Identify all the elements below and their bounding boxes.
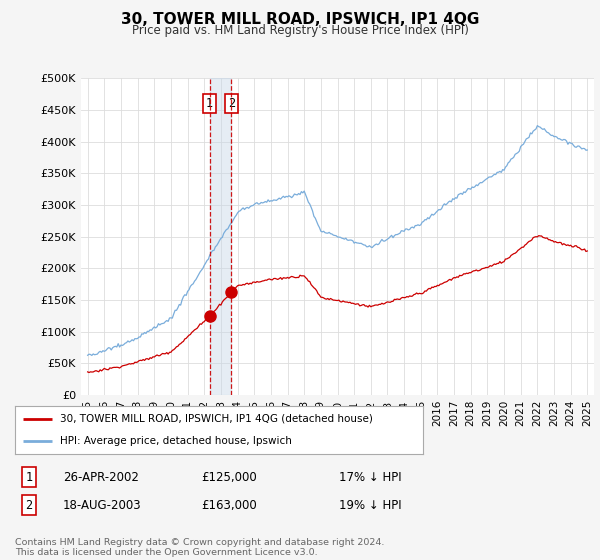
Text: 18-AUG-2003: 18-AUG-2003: [63, 498, 142, 512]
Text: £125,000: £125,000: [201, 470, 257, 484]
Text: 19% ↓ HPI: 19% ↓ HPI: [339, 498, 401, 512]
Text: 30, TOWER MILL ROAD, IPSWICH, IP1 4QG: 30, TOWER MILL ROAD, IPSWICH, IP1 4QG: [121, 12, 479, 27]
Text: 1: 1: [206, 97, 213, 110]
Text: 17% ↓ HPI: 17% ↓ HPI: [339, 470, 401, 484]
Bar: [209, 78, 232, 395]
Text: £163,000: £163,000: [201, 498, 257, 512]
Text: 2: 2: [25, 498, 32, 512]
Text: 2: 2: [228, 97, 235, 110]
Text: Price paid vs. HM Land Registry's House Price Index (HPI): Price paid vs. HM Land Registry's House …: [131, 24, 469, 37]
Text: Contains HM Land Registry data © Crown copyright and database right 2024.
This d: Contains HM Land Registry data © Crown c…: [15, 538, 385, 557]
Text: HPI: Average price, detached house, Ipswich: HPI: Average price, detached house, Ipsw…: [60, 436, 292, 446]
Text: 30, TOWER MILL ROAD, IPSWICH, IP1 4QG (detached house): 30, TOWER MILL ROAD, IPSWICH, IP1 4QG (d…: [60, 414, 373, 424]
Text: 26-APR-2002: 26-APR-2002: [63, 470, 139, 484]
Text: 1: 1: [25, 470, 32, 484]
